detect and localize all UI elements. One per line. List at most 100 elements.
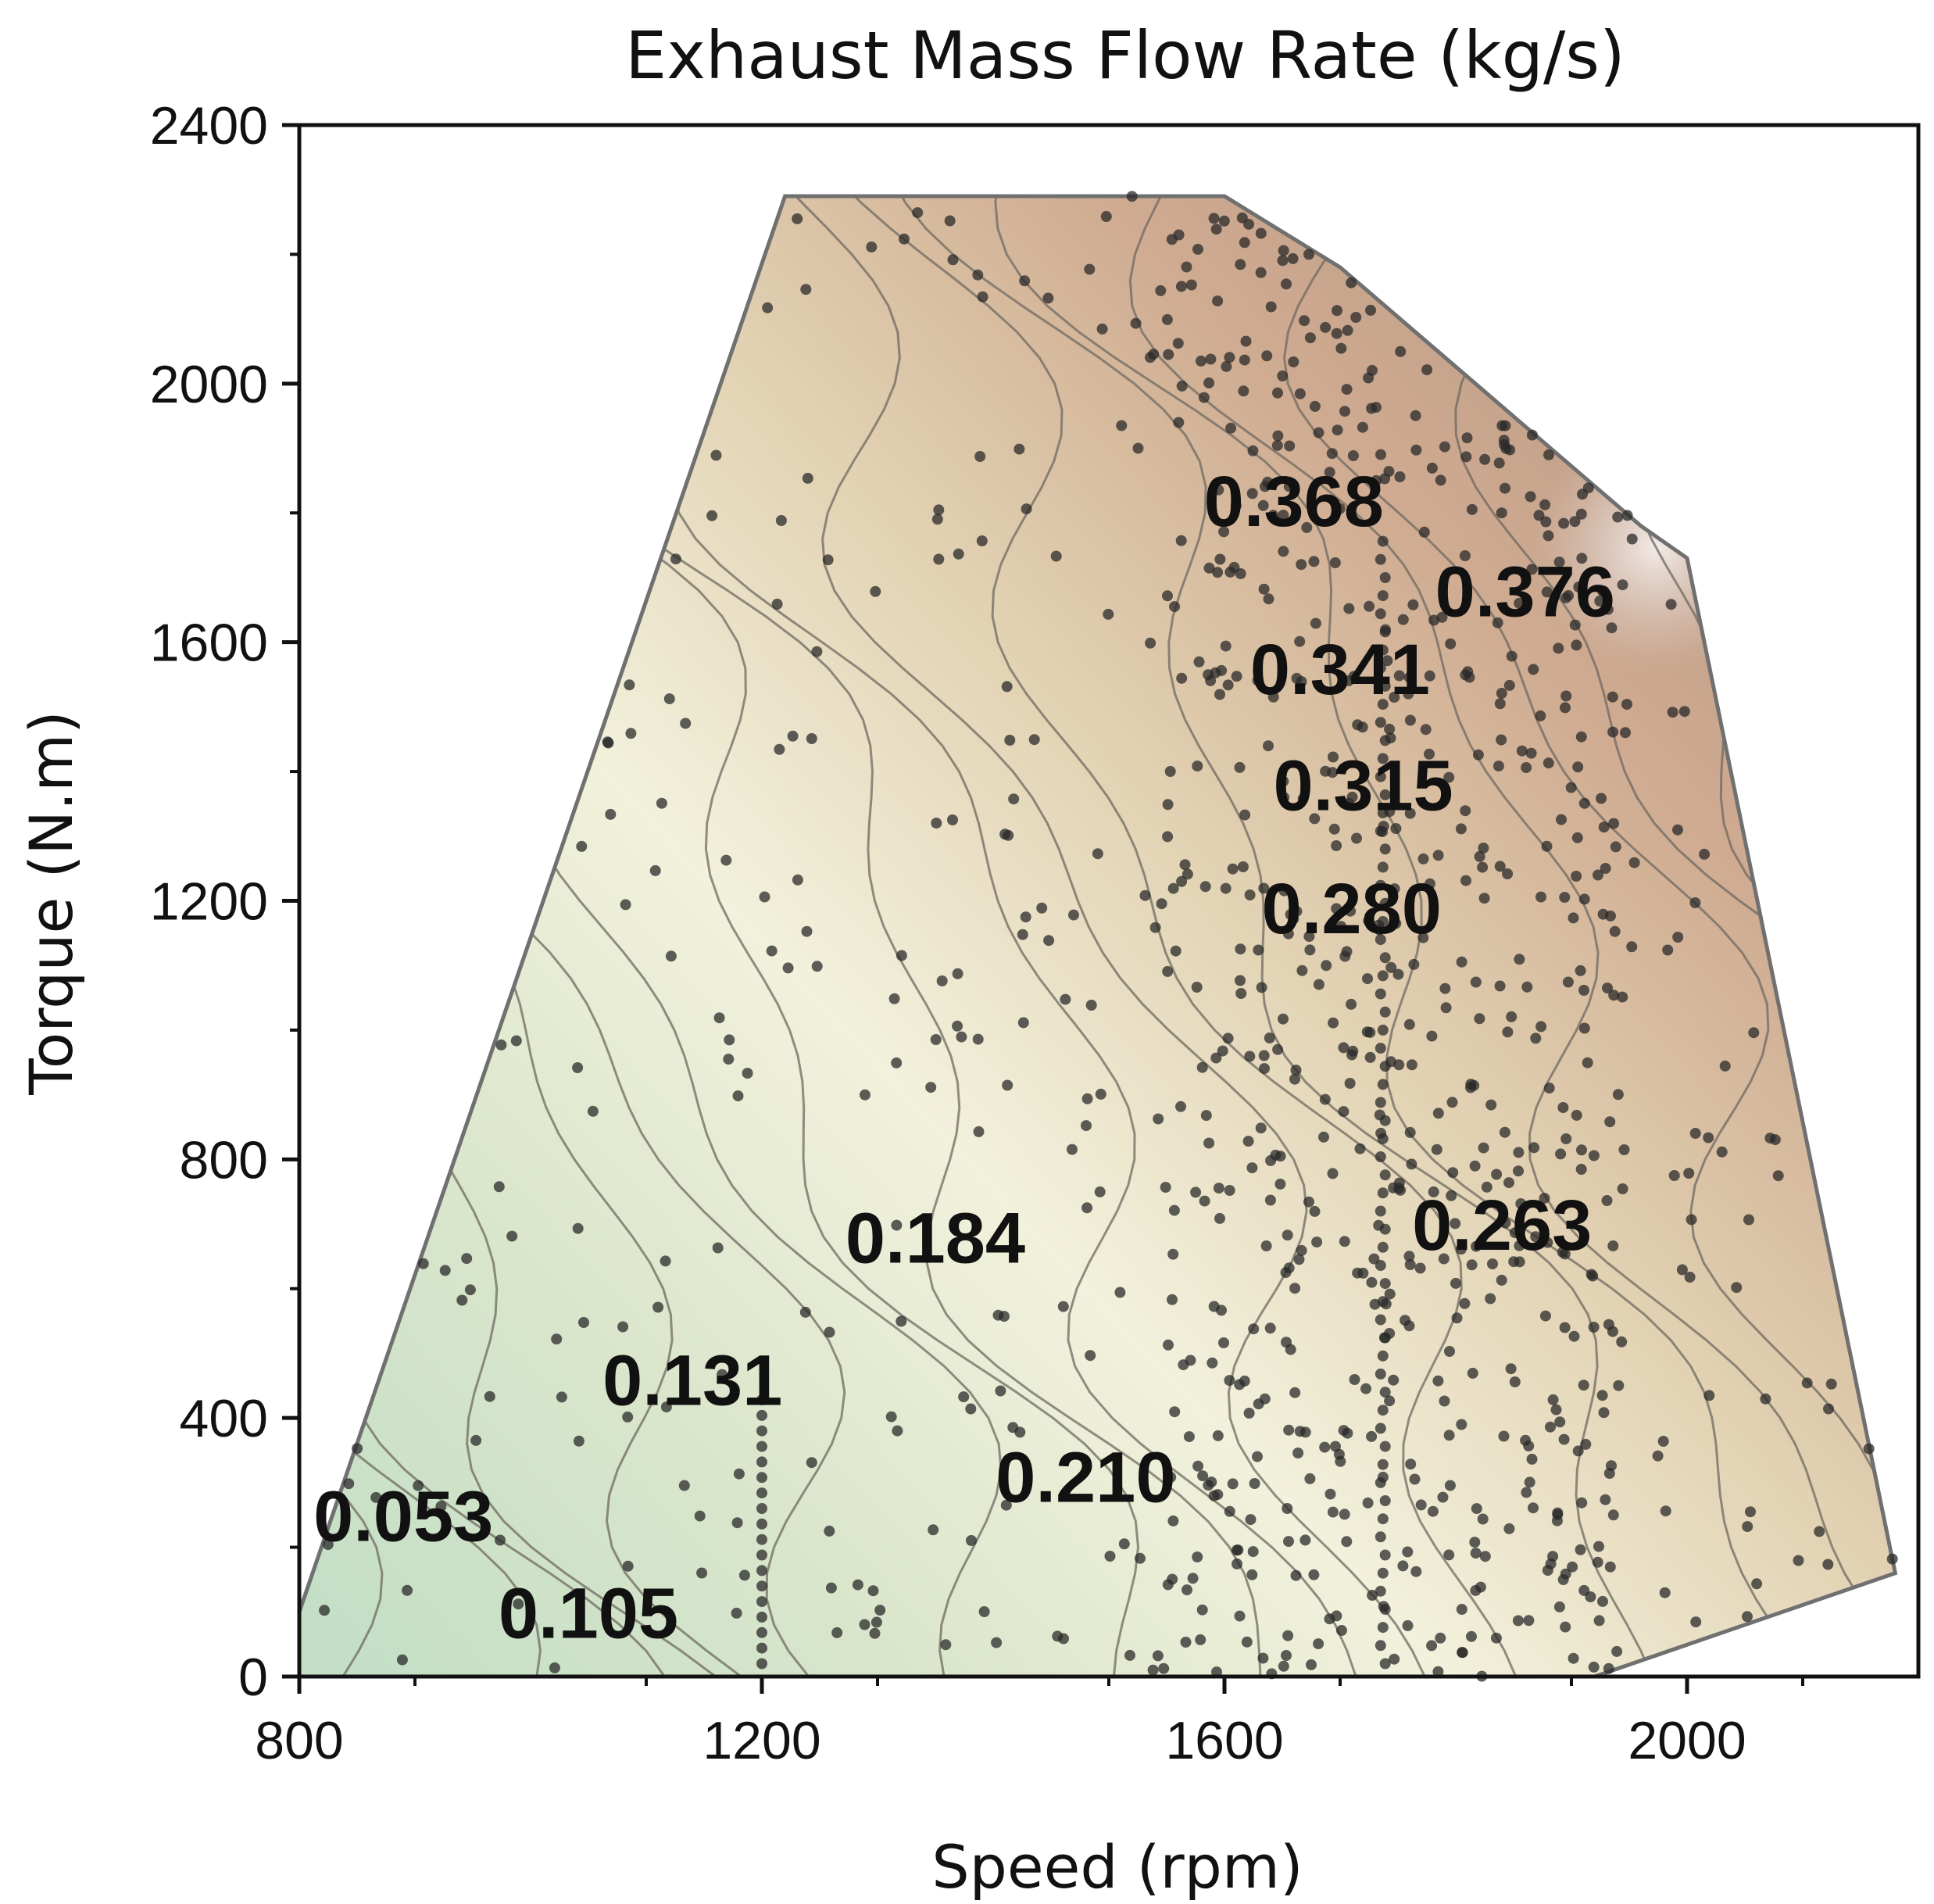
scatter-point [435, 1501, 447, 1512]
scatter-point [771, 598, 783, 610]
scatter-point [1576, 1497, 1588, 1509]
scatter-point [1379, 735, 1391, 746]
scatter-point [1567, 1561, 1578, 1573]
scatter-point [1147, 1664, 1159, 1676]
scatter-point [1331, 1610, 1342, 1622]
scatter-point [1164, 766, 1176, 777]
scatter-point [1472, 749, 1484, 761]
scatter-point [1283, 481, 1295, 492]
scatter-point [1297, 793, 1309, 804]
scatter-point [1403, 1251, 1415, 1262]
scatter-point [822, 554, 834, 566]
scatter-point [1461, 432, 1473, 444]
scatter-point [782, 962, 794, 974]
scatter-point [1282, 1503, 1293, 1514]
scatter-point [1553, 642, 1564, 654]
scatter-point [1217, 1045, 1228, 1057]
scatter-point [1195, 1634, 1207, 1645]
scatter-point [1493, 457, 1505, 469]
scatter-point [1539, 1310, 1551, 1322]
contour-line [799, 196, 1518, 1677]
scatter-point [1588, 1322, 1600, 1333]
scatter-point [1393, 670, 1405, 682]
contour-label: 0.280 [1262, 869, 1442, 949]
scatter-point [1377, 535, 1389, 547]
scatter-point [1313, 979, 1324, 990]
scatter-point [966, 1535, 977, 1546]
scatter-point [1259, 1393, 1271, 1405]
scatter-point [888, 993, 900, 1004]
scatter-point [1335, 1625, 1347, 1636]
scatter-point [1224, 352, 1235, 363]
scatter-point [1212, 1489, 1224, 1501]
scatter-point [1094, 1186, 1106, 1197]
scatter-point [484, 1390, 495, 1402]
chart-title: Exhaust Mass Flow Rate (kg/s) [625, 17, 1625, 94]
scatter-point [587, 1105, 599, 1117]
scatter-point [756, 1441, 767, 1452]
scatter-point [1371, 474, 1382, 486]
scatter-point [756, 1611, 767, 1623]
scatter-point [1478, 893, 1490, 904]
scatter-point [1446, 1097, 1458, 1108]
scatter-point [1525, 491, 1536, 503]
scatter-point [1085, 1000, 1097, 1011]
scatter-point [1377, 1513, 1389, 1525]
scatter-point [799, 1306, 811, 1318]
scatter-point [1366, 1430, 1378, 1442]
scatter-point [1450, 1277, 1461, 1289]
scatter-point [936, 975, 948, 986]
scatter-point [1299, 1534, 1311, 1546]
scatter-point [413, 1480, 424, 1491]
scatter-point [1282, 928, 1294, 939]
scatter-point [1169, 1406, 1181, 1418]
scatter-point [1220, 640, 1232, 652]
scatter-point [1272, 430, 1284, 442]
scatter-point [1526, 429, 1538, 441]
scatter-point [1397, 614, 1409, 625]
scatter-point [1466, 503, 1478, 515]
scatter-point [1278, 1660, 1289, 1672]
scatter-point [952, 968, 963, 979]
scatter-point [1263, 740, 1274, 752]
scatter-point [1290, 1569, 1302, 1581]
scatter-point [1181, 261, 1192, 273]
scatter-point [1389, 1653, 1400, 1665]
scatter-point [1014, 1426, 1026, 1438]
scatter-point [1301, 521, 1313, 533]
scatter-point [1214, 553, 1226, 565]
scatter-point [1550, 1404, 1562, 1415]
scatter-point [800, 284, 812, 295]
scatter-point [1426, 1640, 1438, 1652]
scatter-point [1377, 753, 1389, 764]
scatter-point [1513, 1147, 1525, 1158]
scatter-point [1578, 985, 1589, 996]
scatter-point [1428, 1186, 1439, 1197]
scatter-point [870, 585, 881, 597]
scatter-point [1440, 1002, 1452, 1014]
scatter-point [1569, 516, 1581, 528]
scatter-point [1377, 1133, 1389, 1144]
scatter-point [1769, 1134, 1781, 1146]
scatter-point [756, 1472, 767, 1483]
scatter-point [1377, 1296, 1389, 1308]
scatter-point [1628, 857, 1640, 868]
scatter-point [1375, 1151, 1386, 1162]
scatter-point [1469, 1160, 1481, 1172]
y-tick-label: 2400 [150, 96, 268, 156]
scatter-point [1284, 440, 1296, 452]
scatter-point [1496, 507, 1507, 519]
scatter-point [1390, 918, 1402, 929]
scatter-point [1167, 1248, 1179, 1260]
scatter-point [1247, 1546, 1259, 1558]
scatter-point [1516, 745, 1528, 757]
scatter-point [1278, 546, 1289, 557]
scatter-point [802, 472, 813, 484]
scatter-point [1277, 370, 1289, 381]
scatter-point [1162, 1579, 1174, 1591]
scatter-point [1375, 1368, 1386, 1380]
scatter-point [1585, 1269, 1597, 1280]
scatter-point [1547, 1394, 1559, 1405]
scatter-point [1214, 1212, 1225, 1224]
scatter-point [1493, 761, 1504, 772]
